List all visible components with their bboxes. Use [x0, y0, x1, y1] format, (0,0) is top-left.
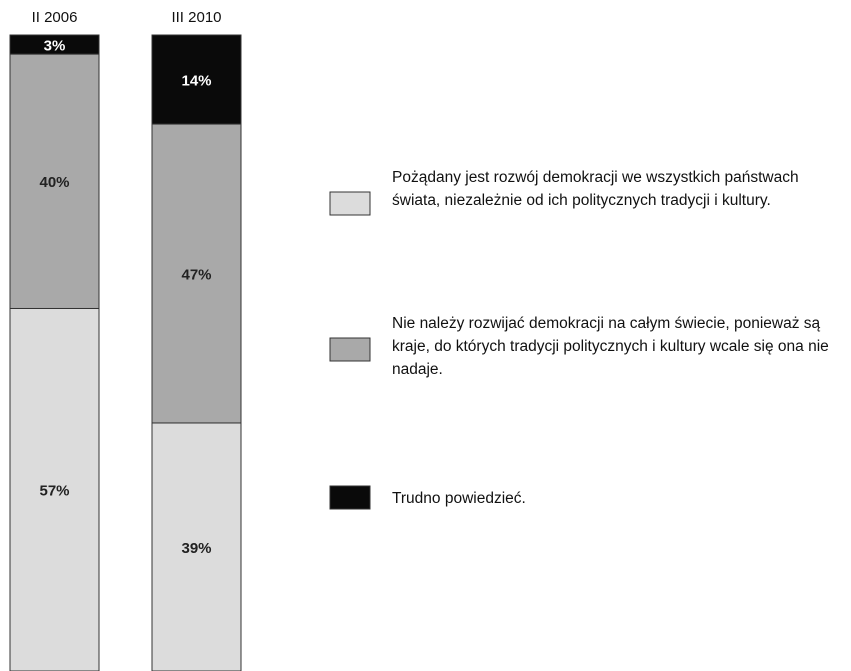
- bar-segment: [9, 307, 100, 671]
- legend-swatch: [329, 191, 371, 216]
- legend-label: Nie należy rozwijać demokracji na całym …: [392, 315, 829, 378]
- legend-label: Pożądany jest rozwój demokracji we wszys…: [392, 169, 799, 209]
- value-label: 3%: [44, 38, 66, 55]
- x-tick-label: II 2006: [32, 9, 78, 26]
- value-label: 14%: [181, 72, 211, 89]
- value-label: 39%: [181, 540, 211, 557]
- value-label: 57%: [39, 483, 69, 500]
- bar-segment: [151, 123, 242, 424]
- legend-swatch: [329, 337, 371, 362]
- legend-label: Trudno powiedzieć.: [392, 490, 526, 507]
- bar-segment: [9, 34, 100, 55]
- bar-segment: [151, 422, 242, 671]
- x-tick-label: III 2010: [171, 9, 221, 26]
- legend-swatch: [329, 485, 371, 510]
- value-label: 47%: [181, 266, 211, 283]
- value-label: 40%: [39, 174, 69, 191]
- bar-segment: [151, 34, 242, 125]
